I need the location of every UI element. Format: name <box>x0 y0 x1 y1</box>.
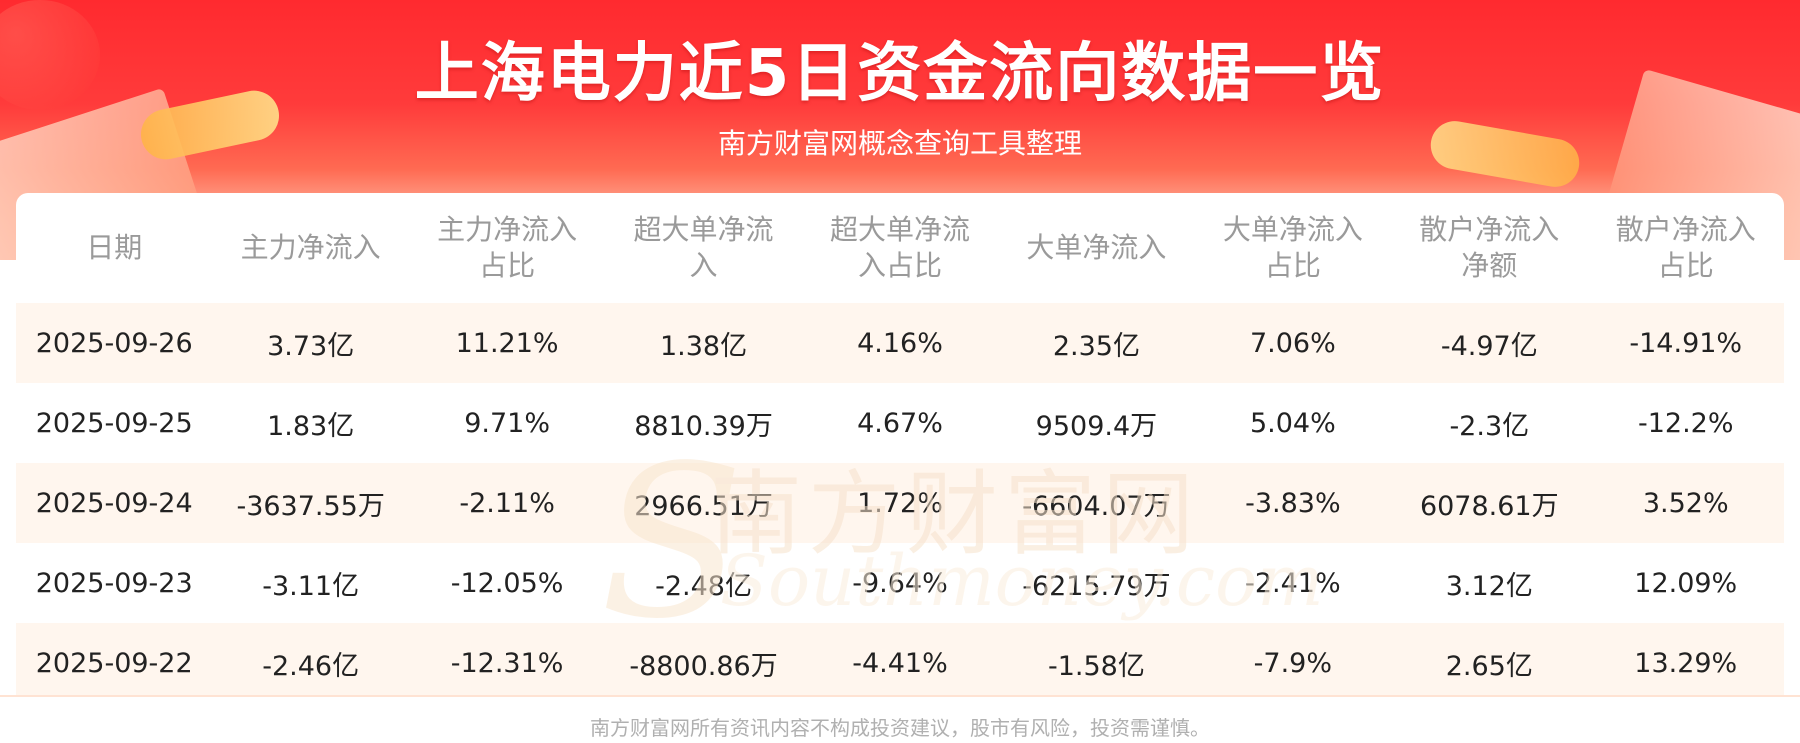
table-cell: 1.72% <box>801 463 999 543</box>
table-row: 2025-09-24 -3637.55万 -2.11% 2966.51万 1.72% -6… <box>16 463 1784 543</box>
table-row: 2025-09-23 -3.11亿 -12.05% -2.48亿 -9.64% -6215… <box>16 543 1784 623</box>
column-header-line: 散户净流入 <box>1419 213 1560 246</box>
table-cell: -3.83% <box>1194 463 1392 543</box>
column-header: 主力净流入 <box>212 193 408 303</box>
column-header-line: 净额 <box>1461 249 1518 282</box>
column-header-line: 占比 <box>1264 249 1321 282</box>
disclaimer-text: 南方财富网所有资讯内容不构成投资建议，股市有风险，投资需谨慎。 <box>590 716 1210 740</box>
table-cell: 3.52% <box>1587 463 1784 543</box>
table-cell: -4.41% <box>801 623 999 695</box>
table-cell: 2025-09-22 <box>16 623 213 695</box>
table-cell: -2.48亿 <box>655 570 752 602</box>
fund-flow-table: 日期 主力净流入 主力净流入 占比 超大单净流入超大单净流 入占比 大单净流入 大单净流入 占比… <box>16 193 1784 695</box>
table-cell: 12.09% <box>1634 567 1738 599</box>
table-cell: -8800.86万 <box>605 623 802 695</box>
decorative-shape <box>0 0 100 110</box>
table-cell: 7.06% <box>1194 303 1392 383</box>
table-cell: -14.91% <box>1587 303 1784 383</box>
table-cell: -9.64% <box>852 567 948 599</box>
column-header: 超大单净流入 <box>605 193 801 303</box>
table-cell: 1.38亿 <box>605 303 802 383</box>
table-cell: 2025-09-25 <box>35 407 193 439</box>
table-cell: -7.9% <box>1194 623 1392 695</box>
table-cell: -3637.55万 <box>212 463 409 543</box>
column-header-line: 主力净流入 <box>437 213 578 246</box>
table-header-row: 日期 主力净流入 主力净流入 占比 超大单净流入超大单净流 入占比 大单净流入 大单净流入 占比… <box>16 193 1784 303</box>
table-cell: -6604.07万 <box>998 463 1195 543</box>
table-row: 2025-09-22 -2.46亿 -12.31% -8800.86万 -4.41% -1… <box>16 623 1784 695</box>
page-subtitle: 南方财富网概念查询工具整理 <box>717 127 1082 160</box>
table-cell: -12.05% <box>450 567 564 599</box>
table-cell: 1.83亿 <box>267 410 355 442</box>
table-row: 2025-09-25 1.83亿 9.71% 8810.39万 4.67% 9509.4万… <box>16 383 1784 463</box>
column-header: 散户净流入 净额 <box>1391 193 1587 303</box>
table-cell: -1.58亿 <box>998 623 1195 695</box>
page-title: 上海电力近5日资金流向数据一览 <box>414 37 1386 111</box>
table-cell: 9509.4万 <box>1035 410 1158 442</box>
table-cell: 2025-09-26 <box>16 303 213 383</box>
column-header-line: 入占比 <box>857 249 942 282</box>
table-body: 2025-09-26 3.73亿 11.21% 1.38亿 4.16% 2.35亿 7.06… <box>16 303 1784 695</box>
column-header: 日期 <box>16 193 212 303</box>
table-cell: -2.41% <box>1245 567 1341 599</box>
table-cell: 13.29% <box>1587 623 1784 695</box>
column-header: 主力净流入 占比 <box>409 193 605 303</box>
column-header-line: 日期 <box>86 231 143 264</box>
column-header-line: 超大单净流 <box>633 213 774 246</box>
table-cell: 4.16% <box>801 303 999 383</box>
table-cell: 2025-09-24 <box>16 463 213 543</box>
column-header-line: 入 <box>689 249 718 282</box>
table-cell: 8810.39万 <box>634 410 773 442</box>
column-header: 超大单净流 入占比 <box>802 193 998 303</box>
table-cell: -3.11亿 <box>262 570 360 602</box>
column-header-line: 主力净流入 <box>240 231 381 264</box>
table-cell: -2.46亿 <box>212 623 409 695</box>
table-cell: -2.11% <box>408 463 606 543</box>
column-header-line: 占比 <box>479 249 536 282</box>
table-row: 2025-09-26 3.73亿 11.21% 1.38亿 4.16% 2.35亿 7.06… <box>16 303 1784 383</box>
table-cell: 9.71% <box>464 407 550 439</box>
table-cell: 6078.61万 <box>1391 463 1588 543</box>
column-header-line: 散户净流入 <box>1615 213 1756 246</box>
table-cell: 5.04% <box>1249 407 1336 439</box>
column-header-line: 大单净流入 <box>1222 213 1363 246</box>
table-cell: -2.3亿 <box>1449 410 1530 442</box>
column-header: 散户净流入 占比 <box>1588 193 1785 303</box>
table-cell: 2.65亿 <box>1391 623 1588 695</box>
table-cell: 3.73亿 <box>212 303 409 383</box>
table-cell: 3.12亿 <box>1445 570 1533 602</box>
table-cell: 11.21% <box>408 303 606 383</box>
table-cell: -12.31% <box>408 623 606 695</box>
column-header-line: 大单净流入 <box>1026 231 1167 264</box>
table-cell: -12.2% <box>1637 407 1734 439</box>
column-header-line: 超大单净流 <box>829 213 970 246</box>
footer-divider <box>0 695 1800 697</box>
table-cell: 2966.51万 <box>605 463 802 543</box>
table-cell: -6215.79万 <box>1022 570 1171 602</box>
column-header-line: 占比 <box>1657 249 1714 282</box>
column-header: 大单净流入 占比 <box>1195 193 1391 303</box>
data-table-card: 日期 主力净流入 主力净流入 占比 超大单净流入超大单净流 入占比 大单净流入 大单净流入 占比… <box>16 193 1784 695</box>
table-cell: 2025-09-23 <box>35 567 193 599</box>
table-cell: -4.97亿 <box>1391 303 1588 383</box>
table-cell: 2.35亿 <box>998 303 1195 383</box>
table-cell: 4.67% <box>857 407 943 439</box>
column-header: 大单净流入 <box>998 193 1194 303</box>
